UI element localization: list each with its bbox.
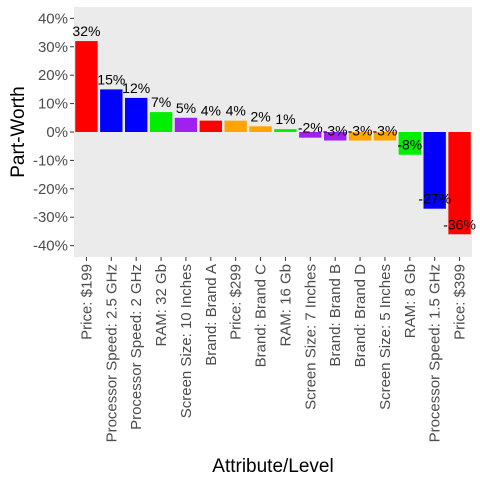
x-tick-label: Processor Speed: 2 GHz bbox=[128, 264, 145, 430]
x-tick-label: Brand: Brand C bbox=[253, 264, 270, 368]
y-tick-label: -40% bbox=[33, 238, 68, 255]
value-label: 4% bbox=[226, 103, 246, 119]
bar bbox=[100, 89, 123, 132]
value-label: 1% bbox=[275, 111, 295, 127]
bar bbox=[75, 41, 98, 132]
x-tick-label: Brand: Brand B bbox=[327, 264, 344, 367]
y-tick-label: 40% bbox=[38, 10, 68, 27]
data-labels: 32%15%12%7% 5% 4% 4% 2% 1%-2% -3% -3% -3%-8%-27%… bbox=[72, 23, 475, 232]
x-tick-label: Brand: Brand A bbox=[203, 264, 220, 366]
value-label: -2% bbox=[298, 120, 323, 136]
bar bbox=[124, 97, 148, 132]
value-label: -27% bbox=[418, 191, 451, 207]
y-tick-label: -10% bbox=[33, 152, 68, 169]
y-tick-label: 20% bbox=[38, 67, 68, 84]
x-tick-label: Price: $199 bbox=[78, 264, 95, 340]
value-label: 15% bbox=[97, 71, 125, 87]
y-axis: 40% 30% 20% 10% 0% -10% -20% -30% -40% bbox=[33, 10, 74, 255]
x-tick-label: Price: $399 bbox=[452, 264, 469, 340]
bar bbox=[224, 120, 247, 132]
value-label: 2% bbox=[250, 108, 270, 124]
x-tick-label: Processor Speed: 2.5 GHz bbox=[103, 264, 120, 442]
x-tick-label: RAM: 16 Gb bbox=[277, 264, 294, 347]
bar bbox=[299, 132, 322, 138]
bar bbox=[249, 126, 272, 132]
value-label: -3% bbox=[323, 123, 348, 139]
x-tick-label: Brand: Brand D bbox=[352, 264, 369, 368]
x-tick-label: Price: $299 bbox=[228, 264, 245, 340]
x-axis-title: Attribute/Level bbox=[212, 456, 333, 477]
y-tick-label: 10% bbox=[38, 96, 68, 113]
x-tick-label: Screen Size: 10 Inches bbox=[178, 264, 195, 418]
bar bbox=[174, 117, 198, 132]
bar bbox=[373, 132, 397, 141]
value-label: 7% bbox=[151, 94, 171, 110]
x-tick-label: RAM: 32 Gb bbox=[153, 264, 170, 347]
bar bbox=[323, 132, 347, 141]
y-tick-label: 0% bbox=[46, 124, 68, 141]
value-label: -36% bbox=[443, 216, 476, 232]
value-label: -8% bbox=[397, 137, 422, 153]
y-tick-label: -30% bbox=[33, 209, 68, 226]
x-tick-label: Processor Speed: 1.5 GHz bbox=[427, 264, 444, 442]
x-axis: Price: $199 Processor Speed: 2.5 GHz Proce… bbox=[78, 257, 469, 442]
bar bbox=[348, 132, 372, 141]
bar bbox=[448, 132, 471, 235]
x-tick-label: RAM: 8 Gb bbox=[402, 264, 419, 338]
value-label: 4% bbox=[201, 103, 221, 119]
bar bbox=[398, 132, 422, 155]
y-tick-label: -20% bbox=[33, 181, 68, 198]
bar-series bbox=[75, 41, 471, 235]
value-label: 5% bbox=[176, 100, 196, 116]
bar bbox=[199, 120, 223, 132]
bar bbox=[149, 112, 173, 132]
bar bbox=[423, 132, 446, 209]
y-axis-title: Part-Worth bbox=[8, 86, 29, 178]
value-label: 32% bbox=[72, 23, 100, 39]
value-label: 12% bbox=[122, 80, 150, 96]
y-tick-label: 30% bbox=[38, 39, 68, 56]
bar bbox=[274, 129, 297, 132]
x-tick-label: Screen Size: 5 Inches bbox=[377, 264, 394, 410]
x-tick-label: Screen Size: 7 Inches bbox=[302, 264, 319, 410]
value-label: -3% bbox=[348, 123, 373, 139]
value-label: -3% bbox=[372, 123, 397, 139]
